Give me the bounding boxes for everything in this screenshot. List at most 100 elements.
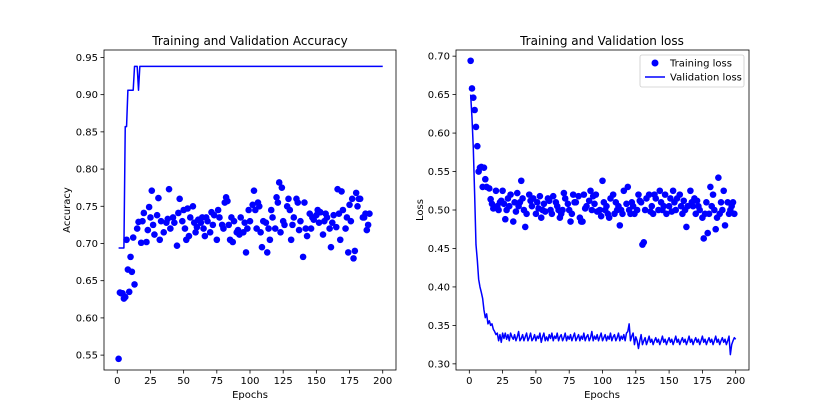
training-acc-point <box>265 225 272 232</box>
x-tick-label: 100 <box>240 376 259 387</box>
training-loss-point <box>519 195 526 202</box>
accuracy-x-axis-label: Epochs <box>232 390 268 401</box>
training-loss-point <box>649 210 657 218</box>
training-loss-point <box>680 197 688 205</box>
training-loss-point <box>501 215 509 223</box>
training-loss-point <box>545 197 553 205</box>
training-acc-point <box>303 232 311 240</box>
training-acc-point <box>169 214 177 221</box>
training-acc-point <box>271 225 279 232</box>
y-tick-label: 0.85 <box>76 127 98 138</box>
training-loss-point <box>693 197 701 205</box>
training-loss-point <box>482 175 489 183</box>
training-acc-point <box>295 226 303 234</box>
x-tick-label: 0 <box>466 376 472 387</box>
training-acc-point <box>181 225 189 232</box>
training-acc-point <box>267 206 275 214</box>
training-loss-point <box>633 206 641 214</box>
training-loss-point <box>665 202 673 210</box>
y-tick-label: 0.35 <box>428 321 450 332</box>
training-acc-point <box>156 236 164 244</box>
training-loss-point <box>564 200 572 208</box>
training-loss-point <box>512 208 520 215</box>
training-loss-point <box>603 202 610 210</box>
accuracy-chart-title: Training and Validation Accuracy <box>151 34 347 48</box>
x-tick-label: 25 <box>144 376 157 387</box>
training-loss-point <box>537 214 545 221</box>
training-acc-point <box>274 199 282 206</box>
training-loss-point <box>523 210 530 218</box>
training-acc-point <box>245 206 252 214</box>
training-acc-point <box>299 253 307 261</box>
training-loss-point <box>656 187 664 195</box>
training-loss-point <box>560 189 568 197</box>
training-loss-point <box>720 187 727 195</box>
training-acc-point <box>285 195 292 203</box>
training-loss-point <box>532 210 540 218</box>
training-acc-point <box>258 243 266 251</box>
training-loss-point <box>575 192 582 200</box>
training-acc-point <box>165 185 173 193</box>
training-acc-point <box>133 225 141 232</box>
training-loss-point <box>676 191 684 198</box>
y-tick-label: 0.50 <box>428 206 450 217</box>
x-tick-label: 125 <box>274 376 293 387</box>
training-loss-point <box>709 191 717 198</box>
training-acc-point <box>237 214 245 221</box>
training-loss-point <box>616 222 624 229</box>
training-acc-point <box>123 236 130 244</box>
training-acc-point <box>294 199 302 206</box>
training-acc-point <box>225 221 233 229</box>
training-acc-point <box>209 221 217 229</box>
training-loss-point <box>640 239 648 246</box>
validation-loss-line <box>469 94 737 356</box>
training-acc-point <box>193 223 201 231</box>
x-tick-label: 175 <box>693 376 712 387</box>
training-acc-point <box>144 226 152 234</box>
training-acc-point <box>171 219 178 226</box>
training-loss-point <box>641 206 649 214</box>
training-acc-point <box>129 234 137 241</box>
training-acc-point <box>147 214 154 221</box>
training-acc-point <box>153 211 161 219</box>
training-loss-point <box>591 200 598 208</box>
training-loss-point <box>660 202 668 210</box>
training-acc-point <box>241 219 248 226</box>
training-acc-point <box>263 249 271 256</box>
training-acc-point <box>281 221 288 229</box>
training-acc-point <box>354 202 361 210</box>
training-loss-point <box>624 183 632 191</box>
training-acc-point <box>286 206 294 214</box>
training-acc-point <box>242 249 250 256</box>
training-acc-point <box>347 217 355 225</box>
training-acc-point <box>336 236 344 244</box>
training-loss-point <box>729 199 737 206</box>
x-tick-label: 175 <box>340 376 359 387</box>
training-loss-point <box>541 208 549 215</box>
training-acc-point <box>307 225 315 232</box>
training-acc-point <box>192 229 199 236</box>
loss-y-axis-label: Loss <box>415 199 426 221</box>
legend-frame <box>639 54 745 88</box>
training-loss-point <box>505 202 513 210</box>
legend-marker-training-loss <box>651 59 659 67</box>
training-acc-point <box>277 229 284 236</box>
x-tick-label: 200 <box>726 376 745 387</box>
training-loss-point <box>700 235 708 242</box>
training-loss-point <box>471 106 478 114</box>
training-loss-point <box>645 191 653 198</box>
training-loss-point <box>521 223 529 231</box>
training-loss-point <box>588 206 596 214</box>
training-acc-point <box>330 211 337 219</box>
training-loss-point <box>669 187 677 195</box>
training-loss-point <box>637 199 645 206</box>
training-acc-point <box>352 189 360 197</box>
training-loss-point <box>567 218 574 225</box>
training-acc-point <box>338 188 345 195</box>
training-loss-point <box>533 199 541 206</box>
y-tick-label: 0.65 <box>76 276 98 287</box>
training-acc-point <box>115 355 122 363</box>
training-loss-point <box>648 202 656 210</box>
training-acc-point <box>176 195 183 203</box>
y-tick-label: 0.40 <box>428 282 450 293</box>
